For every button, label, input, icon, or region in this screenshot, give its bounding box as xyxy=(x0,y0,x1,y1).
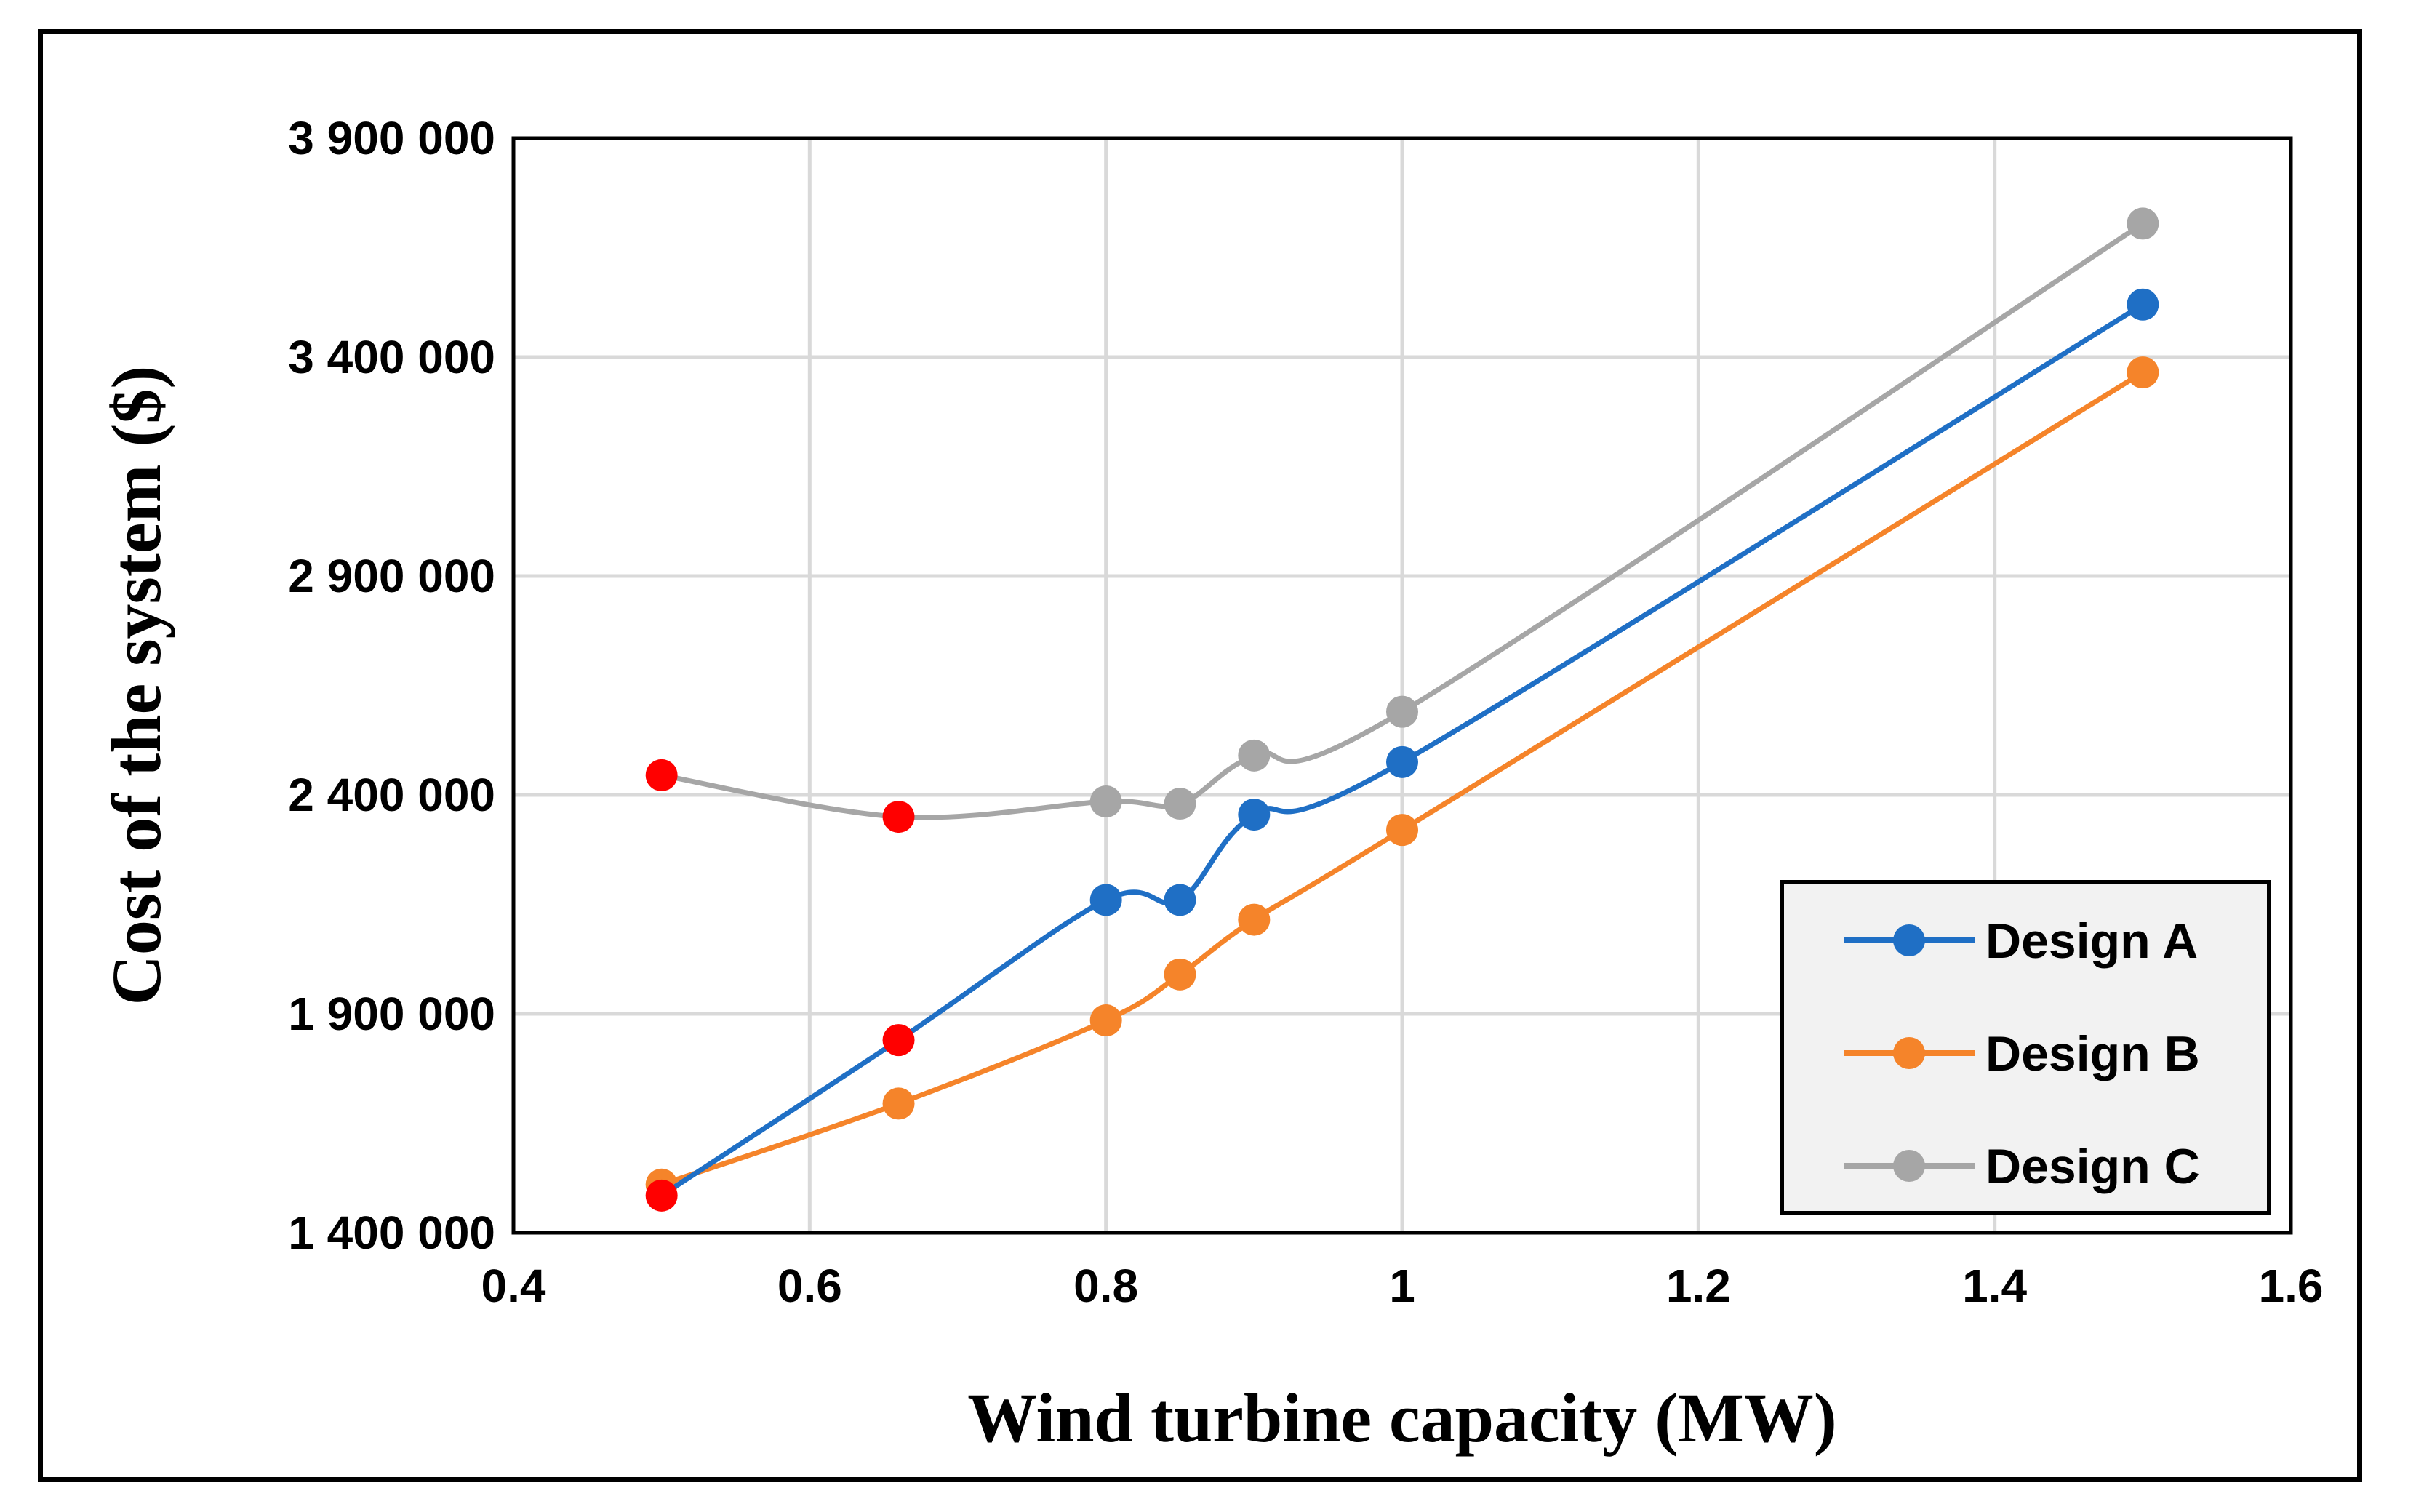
y-tick-label: 2 900 000 xyxy=(288,550,495,602)
legend-item-design-a: Design A xyxy=(1844,913,2198,969)
y-tick-label: 1 400 000 xyxy=(288,1207,495,1259)
x-tick-label: 0.8 xyxy=(1073,1260,1138,1312)
x-axis-title: Wind turbine capacity (MW) xyxy=(967,1379,1837,1457)
data-point-design-a xyxy=(1164,884,1196,916)
y-tick-label: 1 900 000 xyxy=(288,988,495,1040)
y-axis-ticks: 1 400 000 1 900 000 2 400 000 2 900 000 3 40… xyxy=(288,112,495,1259)
series-design-b xyxy=(645,356,2159,1201)
x-tick-label: 0.4 xyxy=(481,1260,546,1312)
x-tick-label: 1.4 xyxy=(1962,1260,2027,1312)
legend-marker xyxy=(1893,924,1925,956)
y-tick-label: 2 400 000 xyxy=(288,769,495,821)
legend-label: Design B xyxy=(1985,1026,2200,1081)
x-tick-label: 1.6 xyxy=(2259,1260,2324,1312)
data-point-design-c xyxy=(645,759,678,791)
plot-area xyxy=(511,136,2293,1235)
data-point-design-c xyxy=(2127,207,2159,240)
series-layer xyxy=(645,207,2159,1212)
data-point-design-b xyxy=(1089,1004,1122,1037)
legend-box xyxy=(1780,880,2271,1215)
data-point-design-b xyxy=(1164,958,1196,991)
data-point-design-a xyxy=(1386,745,1418,778)
legend-marker xyxy=(1893,1037,1925,1069)
series-design-a xyxy=(645,288,2159,1212)
y-axis-title: Cost of the system ($) xyxy=(97,366,175,1006)
y-tick-label: 3 900 000 xyxy=(288,112,495,164)
data-point-design-a xyxy=(1089,884,1122,916)
data-point-design-a xyxy=(2127,288,2159,321)
data-point-design-c xyxy=(1386,695,1418,728)
data-point-design-a xyxy=(1238,799,1271,831)
data-point-design-c xyxy=(1238,739,1271,772)
data-point-design-b xyxy=(1386,814,1418,847)
legend-marker xyxy=(1893,1150,1925,1182)
legend-item-design-b: Design B xyxy=(1844,1026,2200,1081)
x-tick-label: 1.2 xyxy=(1666,1260,1731,1312)
legend-label: Design C xyxy=(1985,1139,2200,1194)
data-point-design-a xyxy=(882,1024,915,1057)
y-tick-label: 3 400 000 xyxy=(288,331,495,383)
data-point-design-b xyxy=(1238,903,1271,936)
data-point-design-b xyxy=(2127,356,2159,389)
data-point-design-a xyxy=(645,1179,678,1212)
data-point-design-c xyxy=(882,801,915,833)
legend-label: Design A xyxy=(1985,913,2198,969)
x-axis-ticks: 0.4 0.6 0.8 1 1.2 1.4 1.6 xyxy=(481,1260,2324,1312)
series-design-c xyxy=(645,207,2159,833)
data-point-design-c xyxy=(1164,788,1196,820)
data-point-design-c xyxy=(1089,785,1122,818)
x-tick-label: 1 xyxy=(1389,1260,1415,1312)
legend: Design A Design B Design C xyxy=(1780,880,2271,1215)
legend-item-design-c: Design C xyxy=(1844,1139,2200,1194)
x-tick-label: 0.6 xyxy=(777,1260,842,1312)
data-point-design-b xyxy=(882,1087,915,1120)
chart-frame xyxy=(38,29,2362,1482)
